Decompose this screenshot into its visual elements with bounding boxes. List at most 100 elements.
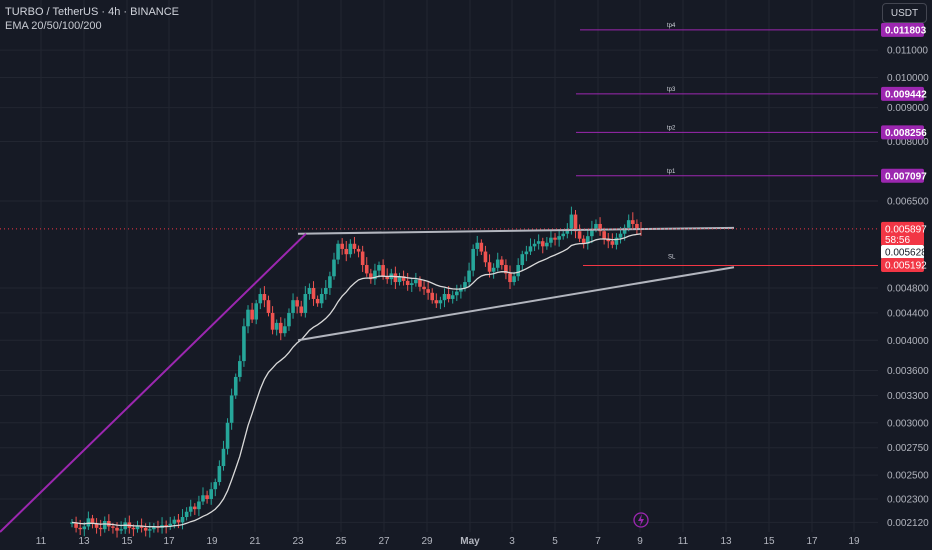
- price-tick-label: 0.010000: [887, 73, 929, 84]
- candle-body: [373, 270, 377, 280]
- target-price-text: 0.008256: [885, 128, 927, 139]
- candle-body: [598, 223, 602, 232]
- time-tick-label: 17: [806, 536, 818, 547]
- time-tick-label: 17: [163, 536, 175, 547]
- candle-body: [168, 523, 173, 527]
- indicator-label[interactable]: EMA 20/50/100/200: [5, 20, 102, 32]
- time-tick-label: 29: [421, 536, 433, 547]
- time-tick-label: 19: [848, 536, 860, 547]
- candle-body: [111, 526, 115, 528]
- candle-body: [201, 495, 205, 502]
- candle-body: [405, 280, 410, 286]
- price-tick-label: 0.004400: [887, 308, 929, 319]
- price-tick-label: 0.003000: [887, 418, 929, 429]
- time-tick-label: 7: [595, 536, 601, 547]
- candle-body: [332, 259, 336, 277]
- candle-body: [348, 243, 353, 255]
- candle-body: [369, 273, 373, 280]
- candle-body: [188, 506, 193, 512]
- candle-body: [528, 246, 533, 252]
- candle-body: [340, 243, 344, 249]
- candle-body: [516, 265, 520, 277]
- candle-body: [467, 270, 471, 283]
- candle-body: [172, 519, 177, 524]
- candle-body: [504, 265, 508, 274]
- candle-body: [475, 242, 480, 249]
- candle-body: [311, 287, 316, 299]
- price-tick-label: 0.004800: [887, 283, 929, 294]
- target-price-badge: [881, 168, 924, 183]
- candle-body: [393, 273, 398, 283]
- candle-body: [344, 248, 349, 255]
- target-price-badge: [881, 86, 924, 101]
- time-tick-label: 15: [763, 536, 775, 547]
- candle-body: [197, 501, 201, 510]
- trendline-wedge-bottom[interactable]: [297, 266, 735, 342]
- candle-body: [635, 223, 639, 229]
- current-price-text: 0.005897: [885, 224, 927, 235]
- candle-body: [569, 214, 574, 229]
- candle-body: [102, 521, 107, 530]
- candle-body: [381, 265, 385, 277]
- candle-body: [209, 489, 213, 499]
- candle-body: [495, 259, 500, 268]
- time-tick-label: 13: [78, 536, 90, 547]
- candle-body: [328, 276, 332, 288]
- target-label-tp1: tp1: [667, 169, 676, 175]
- candle-body: [377, 265, 381, 271]
- candle-body: [152, 526, 156, 530]
- time-tick-label: 25: [335, 536, 347, 547]
- candle-body: [602, 231, 606, 239]
- candle-body: [229, 395, 234, 423]
- price-axis: 0.011000 0.010000 0.009000 0.008000 0.006500…: [881, 22, 929, 529]
- candle-body: [434, 300, 439, 304]
- candle-body: [385, 276, 390, 280]
- currency-button[interactable]: USDT: [882, 3, 927, 23]
- candle-body: [278, 322, 283, 334]
- candle-body: [512, 276, 516, 283]
- lightning-icon[interactable]: [633, 512, 649, 528]
- candle-body: [524, 251, 529, 255]
- candle-body: [315, 298, 320, 304]
- candle-body: [508, 273, 512, 283]
- candle-body: [622, 227, 627, 234]
- time-tick-label: 23: [292, 536, 304, 547]
- candle-body: [418, 279, 422, 287]
- candle-body: [90, 518, 95, 524]
- candle-body: [193, 506, 197, 510]
- candlestick-series: [70, 206, 643, 538]
- candle-body: [471, 248, 475, 271]
- candle-body: [139, 526, 144, 528]
- candle-body: [258, 294, 263, 304]
- candle-body: [397, 276, 402, 283]
- ema-20-line: [71, 233, 642, 528]
- candle-body: [98, 527, 103, 530]
- symbol-title[interactable]: TURBO / TetherUS · 4h · BINANCE: [5, 6, 180, 18]
- price-label-text: 0.005628: [885, 248, 927, 259]
- candle-body: [184, 511, 189, 518]
- candle-body: [364, 265, 369, 274]
- candle-body: [131, 527, 136, 530]
- ema-line: [71, 233, 642, 528]
- drawings-layer: SL tp4 tp3 tp2 tp1: [0, 23, 878, 533]
- candle-body: [70, 522, 74, 524]
- time-tick-label: 21: [249, 536, 261, 547]
- trendline-wedge-top[interactable]: [297, 226, 735, 235]
- candle-body: [545, 242, 549, 247]
- target-price-text: 0.011803: [885, 25, 927, 36]
- price-label-text: 0.005192: [885, 261, 927, 272]
- candle-body: [549, 237, 553, 243]
- candle-body: [536, 241, 541, 244]
- candle-body: [422, 286, 426, 290]
- candle-body: [360, 251, 365, 266]
- candle-body: [626, 220, 631, 228]
- candle-body: [250, 309, 254, 320]
- candle-body: [143, 527, 148, 531]
- candle-body: [352, 243, 357, 249]
- candle-body: [242, 326, 246, 362]
- candle-body: [82, 526, 87, 530]
- candle-body: [446, 294, 451, 299]
- time-tick-label: 15: [121, 536, 133, 547]
- trendline-impulse-leg[interactable]: [0, 232, 307, 533]
